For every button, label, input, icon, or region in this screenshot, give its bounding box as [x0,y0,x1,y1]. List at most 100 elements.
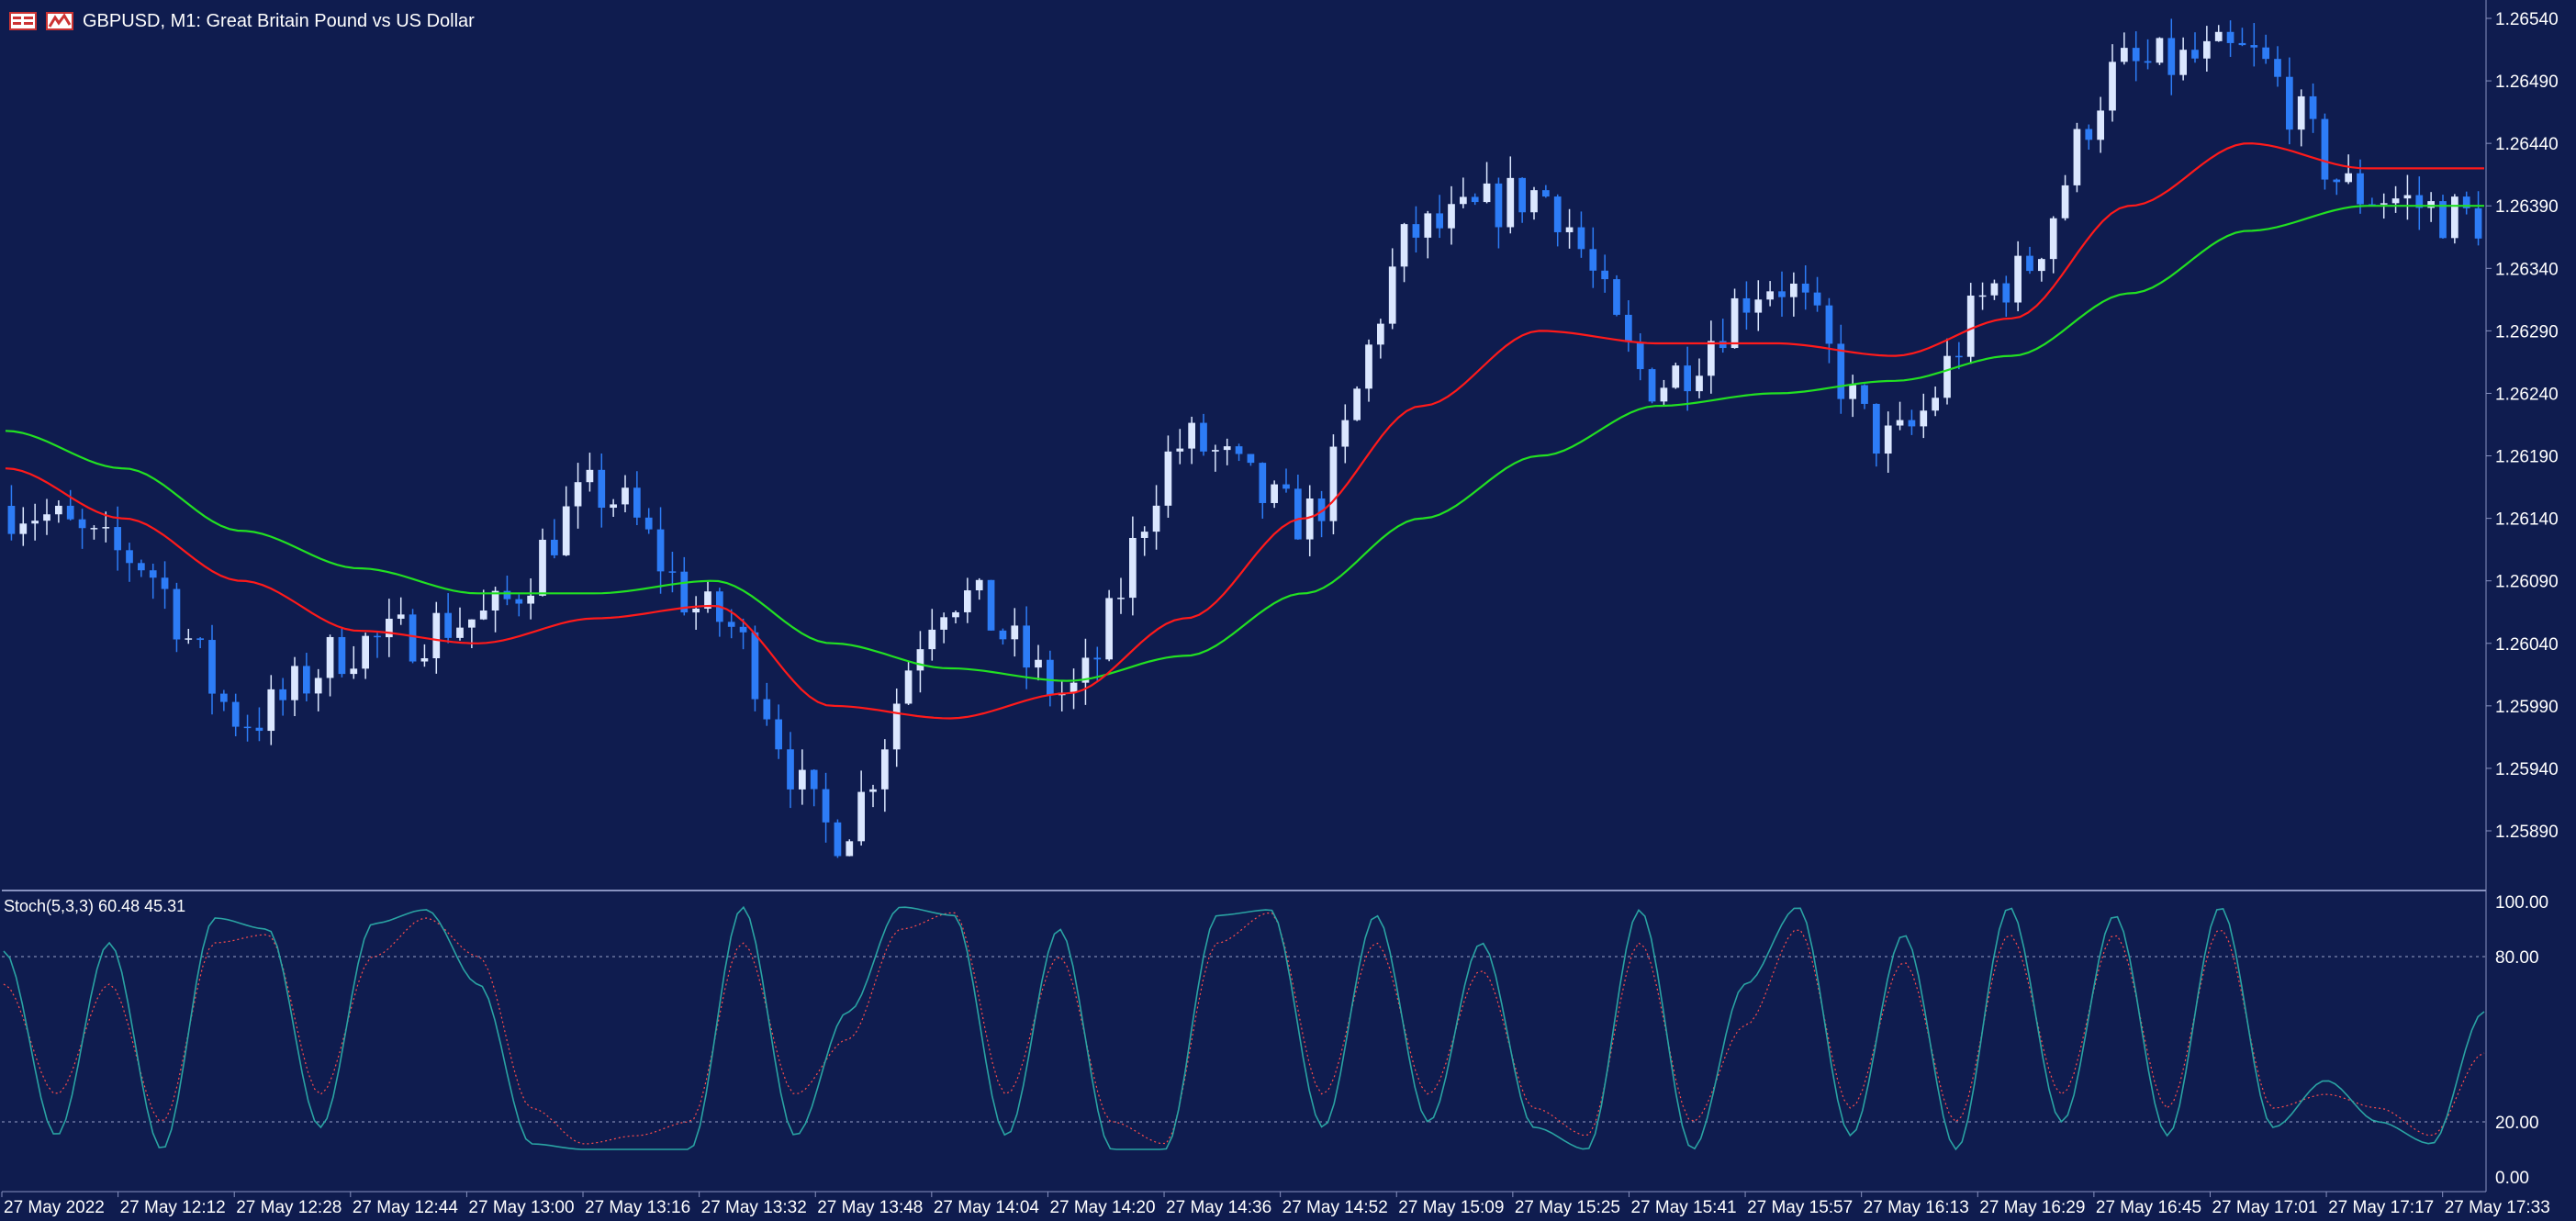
candle-body [2191,50,2199,59]
candle-body [2014,255,2022,303]
candle-body [491,590,499,611]
candle-body [551,539,558,555]
candle-body [1613,279,1620,315]
candle-body [1518,177,1526,213]
candle-body [1105,598,1113,660]
time-tick-label: 27 May 14:52 [1282,1198,1388,1217]
candle-body [468,619,476,628]
candle-body [1412,224,1420,238]
candle-body [78,519,86,529]
candle-body [2085,129,2093,140]
candle-body [432,612,441,659]
candle-body [1790,283,1798,297]
chart-window-icon[interactable] [9,12,37,30]
candle-body [1684,365,1691,392]
chart-title-bar: GBPUSD, M1: Great Britain Pound vs US Do… [9,7,475,35]
ma-slow-line [5,205,2484,682]
stochastic-label: Stoch(5,3,3) 60.48 45.31 [4,897,186,915]
candle-body [1625,314,1632,342]
candle-body [1873,403,1880,454]
candle-body [1400,224,1408,267]
candle-body [1766,291,1774,300]
candle-body [892,703,901,750]
candle-body [775,719,782,750]
price-axis: 1.26540 1.26490 1.26440 1.26390 1.26340 1.262… [2486,10,2559,842]
candle-body [1235,446,1243,454]
candle-body [2357,173,2364,205]
candle-body [964,590,971,612]
price-tick-label: 1.26140 [2495,510,2559,530]
candle-body [846,841,854,857]
candle-body [1636,342,1644,370]
candle-body [1093,657,1102,660]
stochastic-panel: 100.00 80.00 20.00 0.00 [2,893,2548,1188]
candle-body [727,622,735,627]
candle-body [255,727,263,732]
terminal-icon[interactable] [46,12,73,30]
candle-body [2132,48,2140,62]
stoch-signal-line [3,912,2485,1145]
candle-body [1553,196,1562,232]
candle-body [1047,659,1054,696]
price-tick-label: 1.26440 [2495,135,2559,154]
time-tick-label: 27 May 14:36 [1166,1198,1271,1217]
candle-body [515,599,523,604]
candle-body [1188,422,1195,449]
candle-body [1023,625,1030,668]
candle-body [1506,177,1515,228]
candle-body [668,571,677,573]
candle-body [456,627,464,638]
candle-body [1388,266,1396,324]
price-tick-label: 1.26190 [2495,448,2559,467]
candle-body [2167,38,2176,75]
candle-body [1341,420,1350,447]
candle-body [114,527,121,551]
candle-body [1305,498,1314,540]
price-tick-label: 1.26040 [2495,635,2559,655]
candle-body [2144,61,2152,63]
candle-body [66,505,74,520]
time-tick-label: 27 May 15:57 [1747,1198,1853,1217]
candle-body [1978,295,1987,297]
candle-body [362,635,369,669]
candle-body [787,749,794,790]
candle-body [1719,341,1727,349]
candle-body [1294,488,1302,540]
candle-body [1825,305,1833,344]
candle-body [208,640,216,694]
time-tick-label: 27 May 15:09 [1398,1198,1504,1217]
time-tick-label: 27 May 15:41 [1630,1198,1736,1217]
candle-body [2262,47,2269,60]
candle-body [881,749,889,790]
time-tick-label: 27 May 13:48 [817,1198,923,1217]
candle-body [1329,446,1338,521]
candle-body [1884,425,1892,454]
candle-body [1849,385,1856,399]
price-tick-label: 1.26540 [2495,10,2559,29]
candle-body [1152,505,1160,532]
candle-body [1730,297,1739,349]
candle-body [2345,173,2352,183]
candle-body [1932,398,1939,411]
candle-body [1754,299,1763,313]
candle-body [692,608,700,613]
candle-body [1271,484,1278,503]
candle-body [1920,410,1928,427]
candle-body [751,632,759,700]
candle-body [763,699,771,720]
time-tick-label: 27 May 17:17 [2328,1198,2434,1217]
price-tick-label: 1.26290 [2495,322,2559,342]
time-tick-label: 27 May 13:00 [468,1198,574,1217]
candle-body [2391,198,2400,204]
candle-body [975,579,983,591]
candlesticks [7,18,2482,858]
candle-body [1861,385,1868,404]
candle-body [739,626,747,633]
candle-body [1176,448,1184,452]
candle-body [574,482,582,507]
candle-body [326,636,334,678]
candle-body [916,649,924,671]
